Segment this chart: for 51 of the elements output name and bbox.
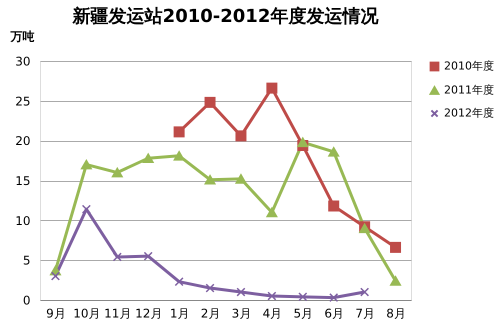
y-tick-label: 20 — [15, 134, 30, 148]
y-tick-label: 10 — [15, 214, 30, 228]
point — [390, 276, 402, 286]
x-tick-label: 10月 — [73, 306, 101, 320]
point — [360, 287, 370, 297]
y-tick-label: 25 — [15, 94, 30, 108]
x-tick-label: 1月 — [170, 306, 190, 320]
y-axis-title: 万吨 — [10, 30, 34, 44]
point — [297, 137, 308, 148]
point — [204, 96, 216, 108]
point — [144, 252, 153, 261]
point — [142, 153, 154, 164]
point — [205, 284, 215, 293]
x-tick-label: 7月 — [355, 306, 375, 320]
x-tick-label: 8月 — [386, 306, 406, 320]
point — [267, 291, 276, 301]
legend-label: 2012年度 — [444, 106, 494, 120]
point — [329, 293, 338, 302]
point — [266, 82, 278, 94]
legend-label: 2011年度 — [444, 84, 494, 96]
point — [236, 287, 246, 297]
point — [82, 204, 91, 214]
point — [235, 174, 246, 184]
point — [112, 252, 122, 262]
x-tick-label: 2月 — [200, 306, 220, 320]
point — [174, 150, 185, 161]
y-tick-label: 15 — [15, 174, 30, 188]
point — [80, 160, 92, 170]
point — [112, 168, 123, 178]
point — [328, 200, 340, 212]
y-tick-label: 30 — [15, 54, 30, 68]
x-tick-label: 6月 — [324, 306, 344, 320]
point — [50, 272, 60, 281]
point — [328, 146, 340, 157]
point — [174, 277, 184, 286]
point — [266, 208, 278, 218]
point — [298, 292, 308, 302]
x-tick-label: 3月 — [232, 306, 252, 320]
point — [390, 242, 402, 253]
x-tick-label: 9月 — [46, 306, 66, 320]
x-tick-label: 4月 — [262, 306, 282, 320]
point — [204, 174, 216, 185]
chart-title: 新疆发运站2010-2012年度发运情况 — [72, 6, 380, 27]
point — [235, 130, 246, 142]
x-tick-label: 11月 — [104, 306, 132, 320]
point — [174, 126, 185, 138]
y-tick-label: 0 — [22, 294, 30, 308]
y-tick-label: 5 — [22, 254, 30, 268]
x-tick-label: 5月 — [293, 306, 314, 320]
legend-label: 2010年度 — [444, 60, 494, 72]
x-tick-label: 12月 — [135, 306, 162, 320]
